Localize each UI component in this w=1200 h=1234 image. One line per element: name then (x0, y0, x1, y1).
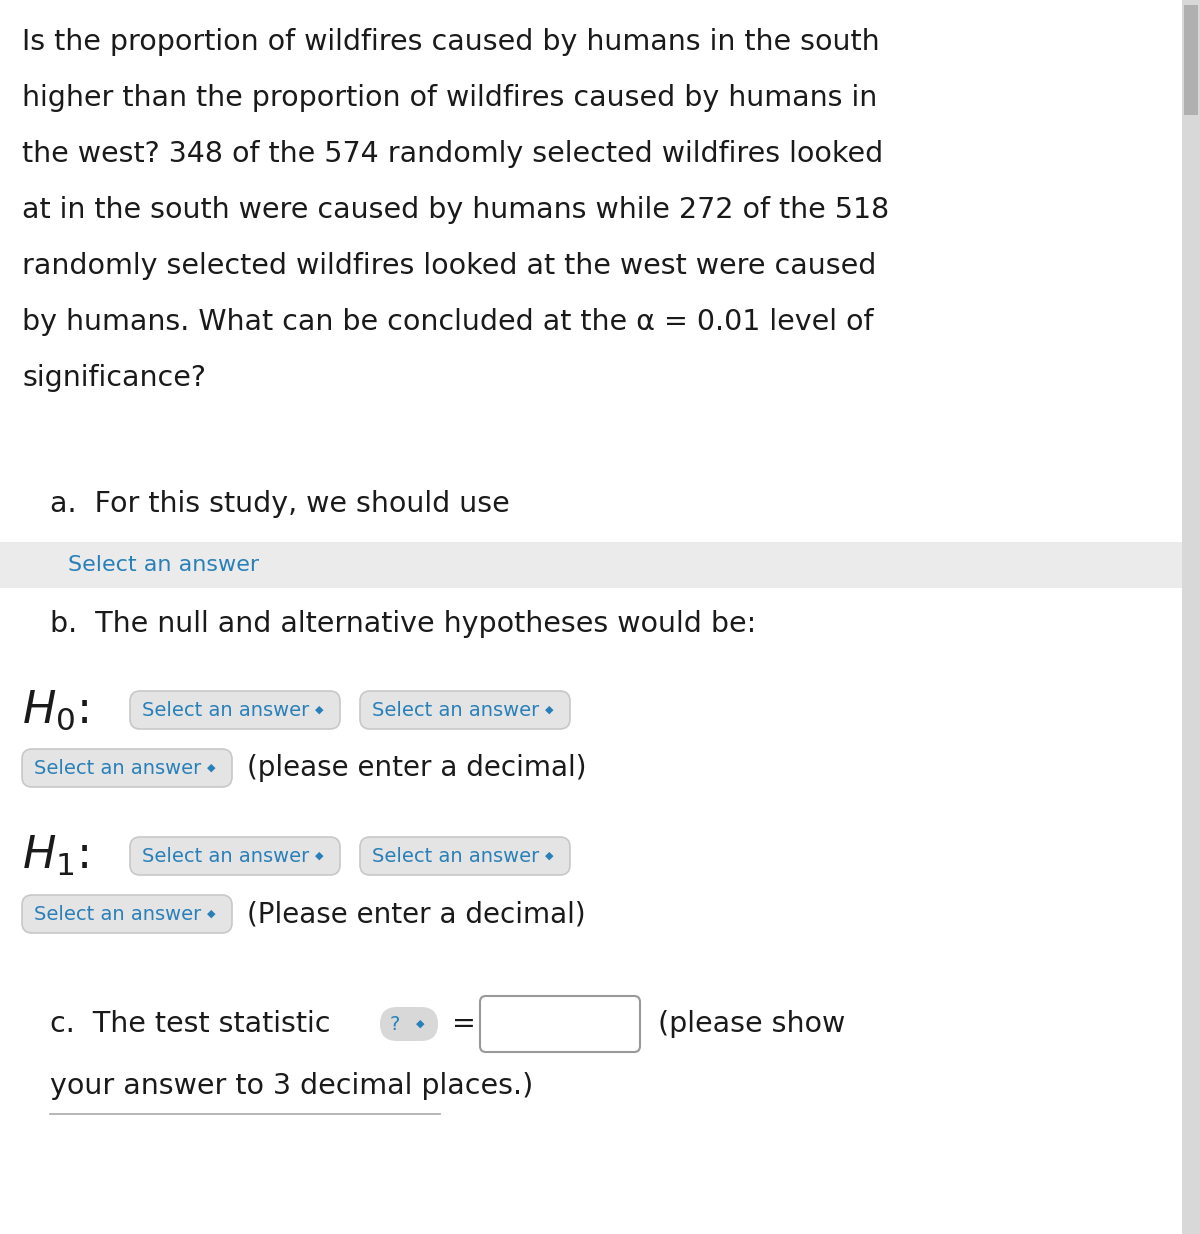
Bar (0, 542, 1182, 587)
Text: randomly selected wildfires looked at the west were caused: randomly selected wildfires looked at th… (22, 252, 876, 280)
Bar (1182, 0, 1200, 1234)
Text: Select an answer: Select an answer (34, 759, 202, 777)
FancyBboxPatch shape (480, 996, 640, 1053)
FancyBboxPatch shape (22, 749, 232, 787)
FancyBboxPatch shape (130, 691, 340, 729)
Text: Select an answer: Select an answer (372, 847, 539, 865)
Text: $\mathit{H}_{1}$:: $\mathit{H}_{1}$: (22, 834, 89, 879)
Text: ◆: ◆ (208, 909, 216, 919)
FancyBboxPatch shape (360, 691, 570, 729)
FancyBboxPatch shape (360, 837, 570, 875)
Text: Select an answer: Select an answer (142, 847, 310, 865)
FancyBboxPatch shape (22, 895, 232, 933)
Text: the west? 348 of the 574 randomly selected wildfires looked: the west? 348 of the 574 randomly select… (22, 139, 883, 168)
Text: significance?: significance? (22, 364, 206, 392)
FancyBboxPatch shape (130, 837, 340, 875)
Bar (1184, 5, 1198, 115)
Text: Select an answer: Select an answer (34, 905, 202, 923)
Text: ◆: ◆ (314, 705, 324, 714)
Text: =: = (452, 1009, 476, 1038)
Text: ◆: ◆ (545, 851, 553, 861)
Text: b.  The null and alternative hypotheses would be:: b. The null and alternative hypotheses w… (50, 610, 756, 638)
FancyBboxPatch shape (380, 1007, 438, 1041)
Text: ◆: ◆ (314, 851, 324, 861)
Text: higher than the proportion of wildfires caused by humans in: higher than the proportion of wildfires … (22, 84, 877, 112)
Text: c.  The test statistic: c. The test statistic (50, 1009, 330, 1038)
Text: a.  For this study, we should use: a. For this study, we should use (50, 490, 510, 518)
Text: Is the proportion of wildfires caused by humans in the south: Is the proportion of wildfires caused by… (22, 28, 880, 56)
Text: (please enter a decimal): (please enter a decimal) (247, 754, 587, 782)
Text: (please show: (please show (658, 1009, 845, 1038)
Text: Select an answer: Select an answer (372, 701, 539, 719)
Text: ◆: ◆ (545, 705, 553, 714)
Text: ?: ? (390, 1014, 401, 1034)
Text: $\mathit{H}_{0}$:: $\mathit{H}_{0}$: (22, 689, 89, 732)
Text: ◆: ◆ (416, 1019, 425, 1029)
Text: (Please enter a decimal): (Please enter a decimal) (247, 900, 586, 928)
Text: by humans. What can be concluded at the α = 0.01 level of: by humans. What can be concluded at the … (22, 308, 874, 336)
Text: your answer to 3 decimal places.): your answer to 3 decimal places.) (50, 1072, 533, 1099)
Text: ◆: ◆ (208, 763, 216, 772)
Text: Select an answer: Select an answer (68, 555, 259, 575)
Text: Select an answer: Select an answer (142, 701, 310, 719)
Text: at in the south were caused by humans while 272 of the 518: at in the south were caused by humans wh… (22, 196, 889, 225)
